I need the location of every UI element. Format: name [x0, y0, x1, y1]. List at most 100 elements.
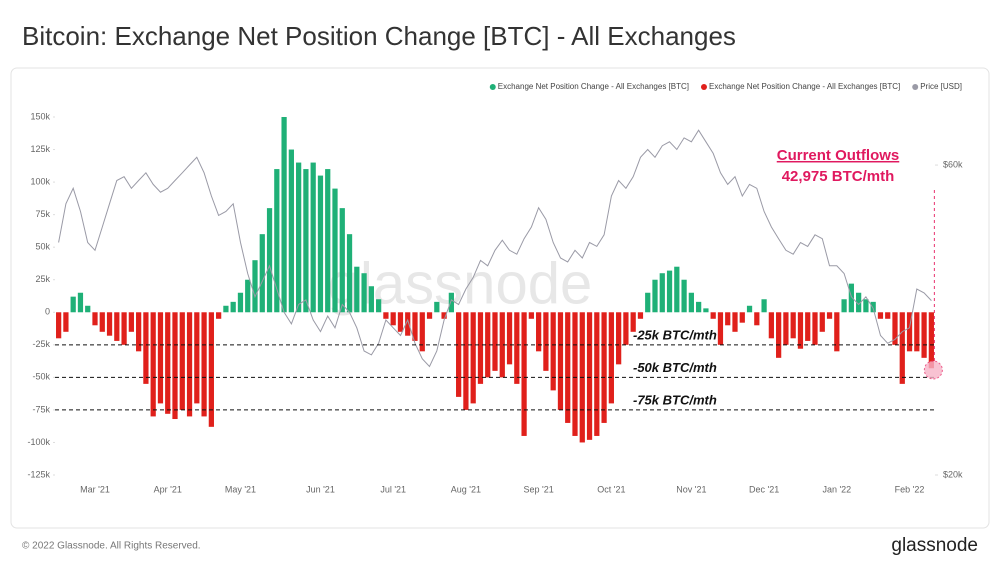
bar	[361, 273, 367, 313]
legend-label: Exchange Net Position Change - All Excha…	[709, 82, 900, 91]
bar	[834, 312, 840, 352]
y-tick-label: -125k	[27, 469, 50, 479]
bar	[616, 312, 622, 365]
bar	[797, 312, 804, 349]
bar	[150, 312, 156, 417]
bar	[77, 292, 84, 313]
bar	[266, 208, 273, 313]
y-tick-label: 75k	[35, 209, 50, 219]
reference-label: -25k BTC/mth	[633, 327, 717, 342]
bar	[710, 312, 716, 319]
bar	[332, 188, 338, 313]
bar	[768, 312, 774, 339]
bar	[477, 312, 484, 384]
y2-tick-label: $60k	[943, 159, 963, 169]
y-tick-label: 25k	[35, 274, 50, 284]
bar	[106, 312, 113, 336]
bar	[179, 312, 185, 410]
y-tick-label: 150k	[30, 111, 50, 121]
bar	[841, 299, 847, 313]
bar	[485, 312, 491, 378]
bar	[696, 301, 702, 313]
bar	[310, 162, 316, 313]
bar	[121, 312, 127, 345]
bar	[136, 312, 142, 352]
bar	[325, 169, 331, 313]
bar	[608, 312, 614, 404]
y-tick-label: 100k	[30, 176, 50, 186]
bar	[456, 312, 462, 397]
bar	[754, 312, 760, 326]
bar	[354, 266, 360, 313]
bar	[223, 305, 229, 313]
x-tick-label: May '21	[225, 484, 256, 494]
watermark: glassnode	[328, 251, 592, 316]
bar	[826, 312, 833, 319]
bar	[514, 312, 520, 384]
y2-tick-label: $20k	[943, 469, 963, 479]
bar	[877, 312, 884, 319]
bar	[499, 312, 505, 378]
bar	[521, 312, 527, 436]
y-tick-label: -50k	[32, 372, 50, 382]
y-tick-label: 50k	[35, 242, 50, 252]
bar	[99, 312, 105, 332]
x-tick-label: Dec '21	[749, 484, 779, 494]
bar	[201, 312, 207, 417]
bar	[776, 312, 782, 358]
reference-label: -75k BTC/mth	[633, 392, 717, 407]
bar	[194, 312, 200, 404]
bar	[746, 305, 753, 313]
bar	[652, 279, 658, 313]
bar	[536, 312, 542, 352]
bar	[550, 312, 556, 391]
bar	[172, 312, 178, 420]
bar	[376, 299, 382, 313]
bar	[783, 312, 789, 345]
bar	[390, 312, 396, 326]
bar	[441, 312, 447, 319]
x-tick-label: Nov '21	[676, 484, 706, 494]
bar	[914, 312, 920, 352]
bar	[819, 312, 825, 332]
bar	[157, 312, 164, 404]
bar	[870, 301, 876, 313]
bar	[339, 208, 345, 313]
bar	[899, 312, 905, 384]
bar	[405, 312, 411, 336]
bar	[703, 308, 709, 313]
bar	[296, 162, 302, 313]
x-tick-label: Jul '21	[380, 484, 406, 494]
bar	[885, 312, 891, 319]
bar	[245, 279, 251, 313]
bar	[630, 312, 636, 332]
bar	[565, 312, 571, 423]
y-tick-label: -100k	[27, 437, 50, 447]
price-line	[58, 129, 932, 368]
bar	[165, 312, 171, 414]
bar	[863, 299, 869, 313]
bar	[790, 312, 796, 339]
legend-label: Exchange Net Position Change - All Excha…	[498, 82, 689, 91]
bar	[732, 312, 738, 332]
y-tick-label: -75k	[32, 404, 50, 414]
annotation-title: Current Outflows	[777, 147, 900, 164]
bar	[208, 312, 214, 427]
x-tick-label: Apr '21	[154, 484, 182, 494]
bar	[812, 312, 818, 345]
bar	[492, 312, 498, 371]
bar	[666, 270, 673, 313]
x-tick-label: Aug '21	[451, 484, 481, 494]
legend-marker	[700, 84, 707, 90]
chart-frame	[10, 67, 990, 529]
bar	[186, 312, 193, 417]
bar	[623, 312, 629, 345]
bar	[906, 312, 913, 352]
bar	[543, 312, 549, 371]
x-tick-label: Sep '21	[524, 484, 554, 494]
bar	[557, 312, 564, 410]
bar	[259, 234, 265, 313]
x-tick-label: Jan '22	[822, 484, 851, 494]
x-tick-label: Oct '21	[597, 484, 625, 494]
